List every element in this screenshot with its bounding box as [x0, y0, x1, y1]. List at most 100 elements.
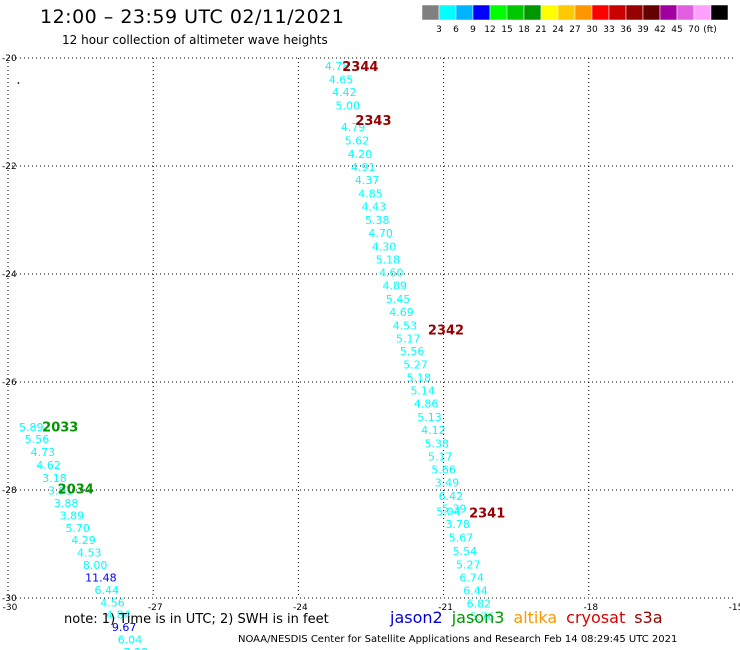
wave-height-label: 4.84 — [106, 609, 131, 622]
wave-height-label: 6.42 — [439, 490, 464, 503]
time-annotation: 2341 — [469, 507, 505, 522]
legend-label: 39 — [637, 25, 649, 35]
wave-height-label: 6.44 — [94, 584, 119, 597]
wave-height-label: 5.66 — [431, 463, 456, 476]
y-tick-label: -24 — [2, 270, 17, 280]
y-tick-label: -20 — [2, 54, 17, 64]
x-tick-label: -15 — [729, 603, 740, 613]
legend-label: 45 — [671, 25, 682, 35]
wave-height-label: 5.76 — [470, 610, 495, 623]
legend-label: 21 — [535, 25, 546, 35]
x-tick-label: -24 — [293, 603, 308, 613]
wave-height-label: 9.67 — [112, 621, 137, 634]
wave-height-label: 5.17 — [396, 332, 421, 345]
wave-height-label: 5.38 — [365, 214, 390, 227]
wave-height-label: 11.48 — [85, 571, 117, 584]
time-annotation: 2033 — [42, 420, 78, 435]
wave-height-label: 4.85 — [358, 188, 383, 201]
wave-height-label: 5.56 — [25, 433, 50, 446]
wave-height-label: 5.67 — [449, 532, 474, 545]
satellite-name: jason3 — [451, 608, 505, 627]
wave-height-label: 5.00 — [336, 100, 361, 113]
x-tick-label: -21 — [438, 603, 453, 613]
wave-height-label: 4.78 — [325, 60, 350, 73]
wave-height-label: 7.28 — [124, 646, 149, 650]
wave-height-label: 5.45 — [386, 293, 411, 306]
legend-label: 12 — [484, 25, 495, 35]
wave-height-label: 5.04 — [436, 506, 461, 519]
wave-height-label: 6.04 — [118, 634, 143, 647]
wave-height-label: 8.00 — [83, 559, 108, 572]
wave-height-label: 4.30 — [372, 240, 397, 253]
wave-height-label: 6.44 — [463, 584, 488, 597]
chart-subtitle: 12 hour collection of altimeter wave hei… — [62, 33, 328, 47]
legend-label: 18 — [518, 25, 530, 35]
wave-height-label: 5.38 — [425, 438, 450, 451]
legend-label: 6 — [453, 25, 459, 35]
wave-height-label: 5.18 — [407, 372, 432, 385]
legend-unit: (ft) — [703, 25, 717, 35]
credit-line: NOAA/NESDIS Center for Satellite Applica… — [238, 634, 678, 645]
legend-label: 33 — [603, 25, 614, 35]
legend-label: 30 — [586, 25, 598, 35]
chart-title: 12:00 – 23:59 UTC 02/11/2021 — [40, 6, 345, 28]
legend-swatch — [710, 5, 728, 21]
y-tick-label: -26 — [2, 378, 17, 388]
legend-label: 36 — [620, 25, 632, 35]
marker-dot — [17, 82, 20, 84]
legend-label: 24 — [552, 25, 564, 35]
wave-height-label: 4.89 — [382, 279, 407, 292]
wave-height-label: 5.14 — [411, 385, 436, 398]
legend-label: 3 — [436, 25, 442, 35]
wave-height-label: 3.78 — [445, 518, 470, 531]
wave-height-label: 4.62 — [36, 459, 61, 472]
wave-height-label: 4.20 — [348, 148, 373, 161]
wave-height-label: 3.89 — [60, 509, 85, 522]
wave-height-label: 5.62 — [345, 135, 370, 148]
time-annotation: 2344 — [342, 60, 378, 75]
wave-height-label: 4.43 — [362, 201, 387, 214]
wave-height-label: 5.27 — [403, 359, 428, 372]
wave-height-label: 5.17 — [428, 451, 453, 464]
footer-note: note: 1) Time is in UTC; 2) SWH is in fe… — [64, 612, 329, 627]
wave-height-label: 4.79 — [341, 121, 366, 134]
wave-height-label: 3.88 — [54, 497, 79, 510]
satellite-name: s3a — [634, 608, 663, 627]
time-annotation: 2034 — [58, 482, 94, 497]
wave-height-label: 5.70 — [65, 522, 90, 535]
satellite-name: jason2 — [390, 608, 443, 627]
time-annotation: 2343 — [355, 114, 391, 129]
wave-height-label: 4.56 — [100, 596, 125, 609]
satellite-name: cryosat — [566, 608, 626, 627]
wave-height-label: 5.89 — [19, 421, 44, 434]
legend-label: 9 — [470, 25, 476, 35]
x-tick-label: -18 — [583, 603, 598, 613]
wave-height-label: 5.56 — [400, 345, 425, 358]
wave-height-label: 6.74 — [459, 571, 484, 584]
legend-label: 27 — [569, 25, 580, 35]
wave-height-label: 4.29 — [71, 534, 96, 547]
x-tick-label: -30 — [3, 603, 18, 613]
wave-height-label: 5.27 — [456, 559, 481, 572]
satellite-legend: jason2 jason3 altika cryosat s3a — [390, 608, 672, 627]
time-annotation: 2342 — [428, 324, 464, 339]
wave-height-label: 5.39 — [442, 502, 467, 515]
wave-height-label: 4.53 — [77, 547, 102, 560]
x-tick-label: -27 — [148, 603, 163, 613]
wave-height-label: 4.86 — [414, 398, 439, 411]
wave-height-label: 6.82 — [467, 597, 492, 610]
wave-height-label: 4.53 — [393, 319, 418, 332]
wave-height-label: 4.60 — [379, 266, 404, 279]
legend-label: 42 — [654, 25, 665, 35]
wave-height-label: 4.37 — [355, 174, 380, 187]
wave-height-label: 5.18 — [376, 253, 401, 266]
y-tick-label: -30 — [2, 594, 17, 604]
wave-height-label: 3.18 — [42, 472, 67, 485]
wave-height-label: 4.65 — [329, 74, 354, 87]
wave-height-label: 5.54 — [453, 545, 478, 558]
y-tick-label: -28 — [2, 486, 17, 496]
wave-height-label: 4.70 — [368, 227, 393, 240]
wave-height-label: 4.69 — [389, 306, 414, 319]
wave-height-label: 3.49 — [435, 476, 460, 489]
wave-height-label: 4.42 — [332, 86, 357, 99]
